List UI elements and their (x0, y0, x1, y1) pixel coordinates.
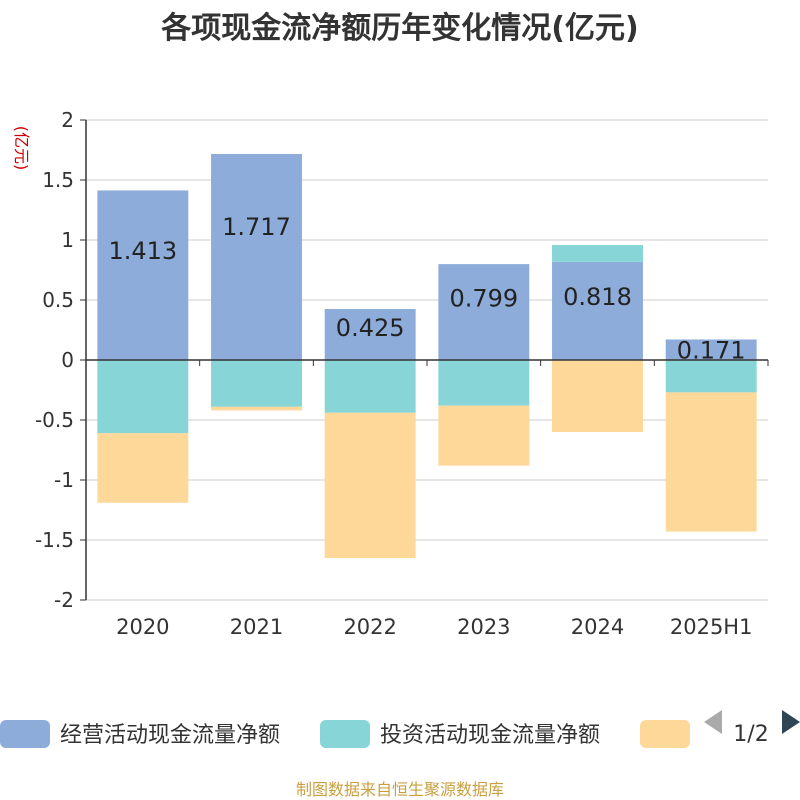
bars (97, 153, 757, 558)
bar-segment-2 (324, 412, 416, 558)
data-label: 0.171 (677, 337, 746, 365)
y-tick-label: -2 (54, 588, 74, 612)
bar-segment-1 (97, 360, 189, 434)
y-tick-label: -0.5 (35, 408, 74, 432)
chart-title: 各项现金流净额历年变化情况(亿元) (160, 11, 638, 46)
y-unit-label: (亿元) (12, 126, 31, 171)
data-label: 0.818 (563, 283, 632, 311)
bar-segment-0 (324, 309, 416, 360)
legend-swatch-0[interactable] (0, 720, 50, 748)
y-tick-label: 1 (61, 228, 74, 252)
source-note: 制图数据来自恒生聚源数据库 (296, 780, 504, 799)
legend-pager[interactable]: 1/2 (704, 710, 800, 747)
y-tick-label: 0.5 (42, 288, 74, 312)
y-tick-label: -1.5 (35, 528, 74, 552)
bar-segment-2 (665, 392, 757, 532)
data-label: 1.413 (108, 237, 177, 265)
y-tick-label: 2 (61, 108, 74, 132)
y-tick-label: -1 (54, 468, 74, 492)
axes: 2 1.5 1 0.5 0 -0.5 -1 -1.5 -2 2020 2021 2022 2023 202… (35, 108, 769, 639)
x-tick-label: 2024 (571, 615, 624, 639)
bar-segment-0 (665, 339, 757, 360)
bar-segment-2 (97, 433, 189, 503)
prev-page-icon[interactable] (704, 710, 722, 734)
bar-segment-1 (211, 360, 302, 407)
data-label: 0.425 (336, 314, 405, 342)
legend-swatch-2[interactable] (640, 720, 690, 748)
x-tick-label: 2023 (457, 615, 510, 639)
y-tick-label: 0 (61, 348, 74, 372)
bar-segment-0 (97, 190, 189, 360)
legend-label-0[interactable]: 经营活动现金流量净额 (60, 723, 280, 748)
legend: 经营活动现金流量净额 投资活动现金流量净额 (0, 720, 690, 748)
legend-page-indicator: 1/2 (733, 722, 768, 747)
bar-segment-1 (438, 360, 530, 406)
bar-segment-2 (438, 405, 530, 466)
next-page-icon[interactable] (782, 710, 800, 734)
data-label: 1.717 (222, 213, 291, 241)
bar-segment-1 (552, 245, 643, 262)
data-label: 0.799 (449, 285, 518, 313)
data-labels: 1.413 1.717 0.425 0.799 0.818 0.171 (108, 213, 745, 365)
x-tick-label: 2025H1 (670, 615, 753, 639)
legend-label-1[interactable]: 投资活动现金流量净额 (380, 723, 600, 748)
bar-segment-0 (438, 264, 530, 360)
bar-segment-2 (552, 360, 643, 432)
bar-segment-0 (552, 261, 643, 360)
bar-segment-0 (211, 153, 302, 360)
y-tick-label: 1.5 (42, 168, 74, 192)
x-tick-label: 2022 (343, 615, 396, 639)
legend-swatch-1[interactable] (320, 720, 370, 748)
x-tick-label: 2020 (116, 615, 169, 639)
x-tick-label: 2021 (230, 615, 283, 639)
bar-segment-1 (665, 360, 757, 393)
bar-segment-2 (211, 406, 302, 411)
bar-segment-1 (324, 360, 416, 413)
